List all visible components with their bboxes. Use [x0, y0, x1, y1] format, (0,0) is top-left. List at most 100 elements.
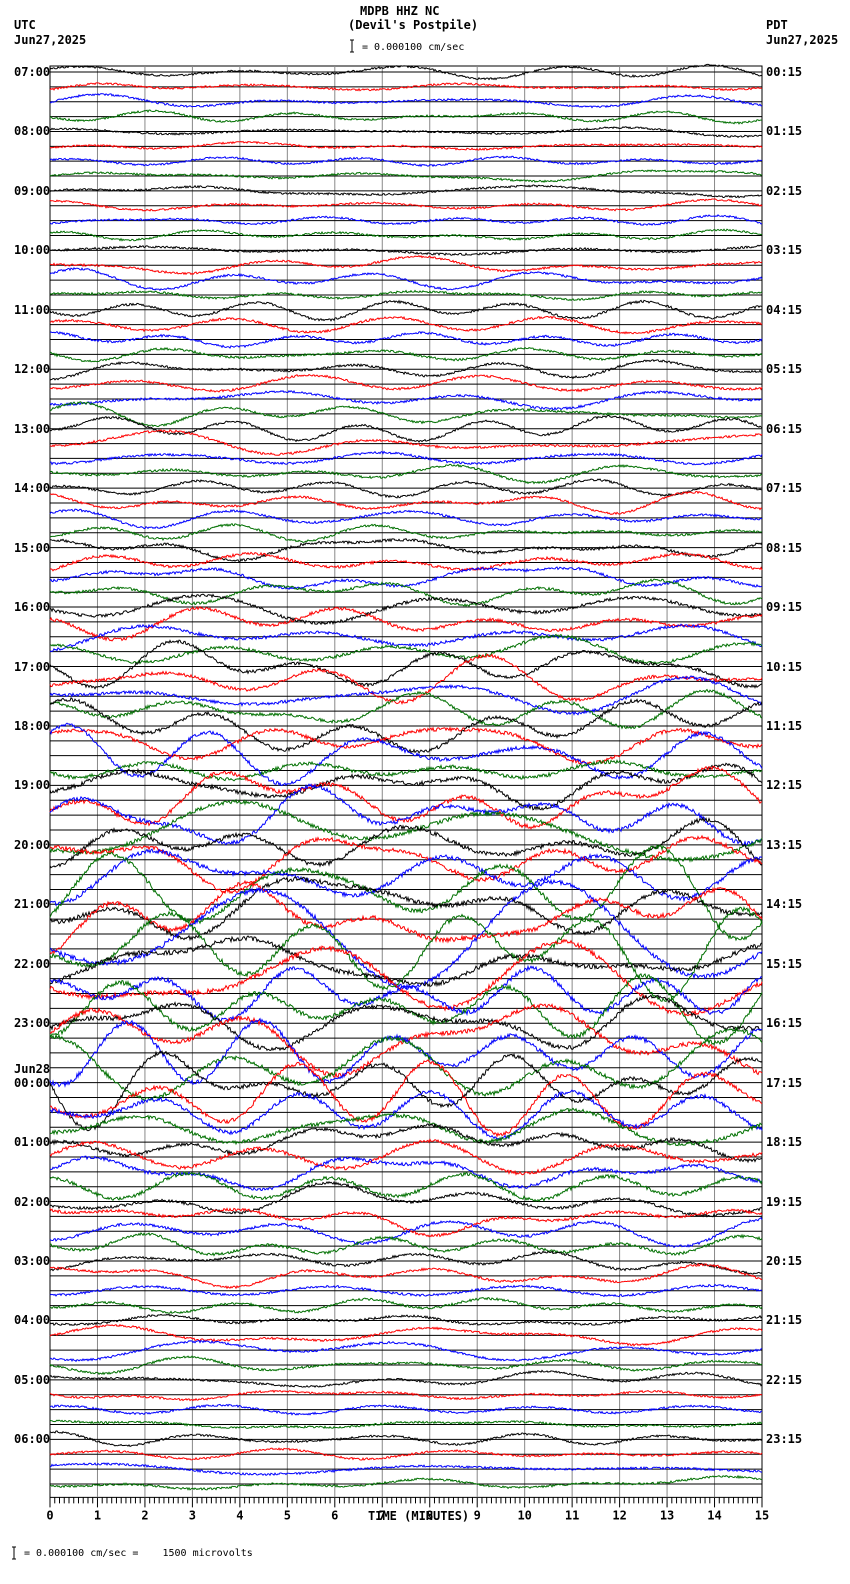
utc-hour-label: 23:00: [14, 1016, 51, 1031]
seismic-trace: [49, 331, 763, 349]
pdt-hour-label: 16:15: [766, 1016, 803, 1031]
pdt-hour-label: 01:15: [766, 124, 803, 139]
utc-hour-label: 01:00: [14, 1135, 51, 1150]
utc-hour-label: 11:00: [14, 302, 51, 317]
pdt-hour-label: 03:15: [766, 243, 803, 258]
seismic-trace: [49, 1297, 763, 1315]
seismic-trace: [49, 315, 763, 335]
seismic-trace: [49, 1283, 763, 1298]
seismic-trace: [49, 140, 763, 151]
seismic-trace: [49, 759, 763, 782]
seismic-trace: [49, 478, 762, 499]
utc-hour-label: 22:00: [14, 956, 51, 971]
pdt-hour-label: 17:15: [766, 1075, 803, 1090]
seismic-trace: [49, 414, 763, 443]
seismic-trace: [49, 1180, 763, 1218]
x-axis-title: TIME (MINUTES): [368, 1509, 470, 1523]
seismic-trace: [49, 126, 763, 138]
seismic-trace: [49, 1155, 763, 1192]
seismic-trace: [49, 843, 763, 942]
seismic-trace: [49, 1323, 763, 1347]
x-tick-label: 12: [612, 1508, 626, 1522]
seismic-trace: [49, 697, 763, 754]
seismic-trace: [49, 566, 763, 590]
utc-hour-label: 14:00: [14, 481, 51, 496]
utc-hour-label: 20:00: [14, 837, 51, 852]
seismic-trace: [49, 155, 763, 168]
pdt-hour-label: 15:15: [766, 956, 803, 971]
seismic-trace: [49, 1355, 763, 1376]
pdt-hour-label: 21:15: [766, 1313, 803, 1328]
utc-hour-label: 07:00: [14, 65, 51, 79]
seismic-trace: [49, 1089, 763, 1141]
seismic-trace: [50, 346, 763, 363]
seismic-trace: [49, 762, 763, 811]
seismic-trace: [49, 93, 763, 109]
seismic-trace: [49, 1262, 763, 1290]
seismic-trace: [49, 935, 763, 988]
x-tick-label: 2: [141, 1508, 148, 1522]
seismic-trace: [49, 429, 763, 456]
seismic-trace: [49, 876, 763, 942]
seismic-trace: [49, 401, 763, 428]
utc-hour-label: 04:00: [14, 1313, 51, 1328]
seismic-trace: [49, 1138, 763, 1176]
pdt-hour-label: 11:15: [766, 718, 803, 733]
seismic-trace: [49, 1216, 763, 1249]
seismic-trace: [49, 994, 763, 1052]
seismic-trace: [49, 1313, 763, 1327]
seismic-trace: [49, 359, 762, 381]
x-tick-label: 15: [755, 1508, 769, 1522]
seismic-trace: [49, 722, 763, 787]
utc-hour-label: 12:00: [14, 362, 51, 377]
seismic-trace: [49, 1171, 763, 1203]
utc-hour-label: 18:00: [14, 718, 51, 733]
seismic-trace: [49, 373, 763, 393]
x-tick-label: 4: [236, 1508, 243, 1522]
left-timezone: UTC: [14, 18, 36, 32]
seismic-trace: [49, 508, 763, 530]
left-date: Jun27,2025: [14, 33, 87, 47]
utc-hour-label: 05:00: [14, 1372, 51, 1387]
seismic-trace: [49, 938, 763, 1017]
seismic-trace: [49, 551, 763, 572]
seismic-trace: [49, 878, 763, 991]
seismic-trace: [49, 848, 763, 907]
seismic-trace: [49, 1207, 763, 1238]
pdt-hour-label: 07:15: [766, 481, 803, 496]
x-tick-label: 8: [426, 1508, 433, 1522]
station-location: (Devil's Postpile): [348, 18, 479, 32]
right-date: Jun27,2025: [766, 33, 839, 47]
pdt-hour-label: 04:15: [766, 302, 803, 317]
seismic-trace: [49, 633, 763, 666]
pdt-hour-label: 13:15: [766, 837, 803, 852]
x-tick-label: 10: [517, 1508, 531, 1522]
pdt-hour-label: 09:15: [766, 600, 803, 615]
x-tick-label: 7: [379, 1508, 386, 1522]
seismic-trace: [49, 523, 763, 543]
seismic-trace: [49, 1474, 763, 1491]
seismic-trace: [49, 1017, 763, 1088]
seismic-trace: [49, 1026, 763, 1102]
date-change-label: Jun28: [14, 1061, 51, 1076]
station-title: MDPB HHZ NC: [360, 4, 440, 18]
seismic-trace: [49, 267, 763, 292]
seismic-trace: [49, 198, 763, 212]
x-tick-label: 5: [284, 1508, 291, 1522]
seismic-trace: [50, 1107, 763, 1147]
seismic-trace: [49, 389, 763, 411]
x-tick-label: 6: [331, 1508, 338, 1522]
seismic-trace: [49, 490, 763, 516]
seismic-trace: [49, 450, 763, 466]
pdt-hour-label: 05:15: [766, 362, 803, 377]
seismic-trace: [49, 1369, 763, 1388]
seismic-trace: [49, 184, 763, 199]
seismic-trace: [49, 82, 763, 92]
seismic-trace: [49, 1250, 763, 1275]
seismic-trace: [49, 783, 763, 846]
scale-label: = 0.000100 cm/sec: [362, 42, 465, 53]
pdt-hour-label: 02:15: [766, 183, 803, 198]
x-tick-label: 1: [94, 1508, 101, 1522]
seismic-trace: [49, 879, 763, 955]
